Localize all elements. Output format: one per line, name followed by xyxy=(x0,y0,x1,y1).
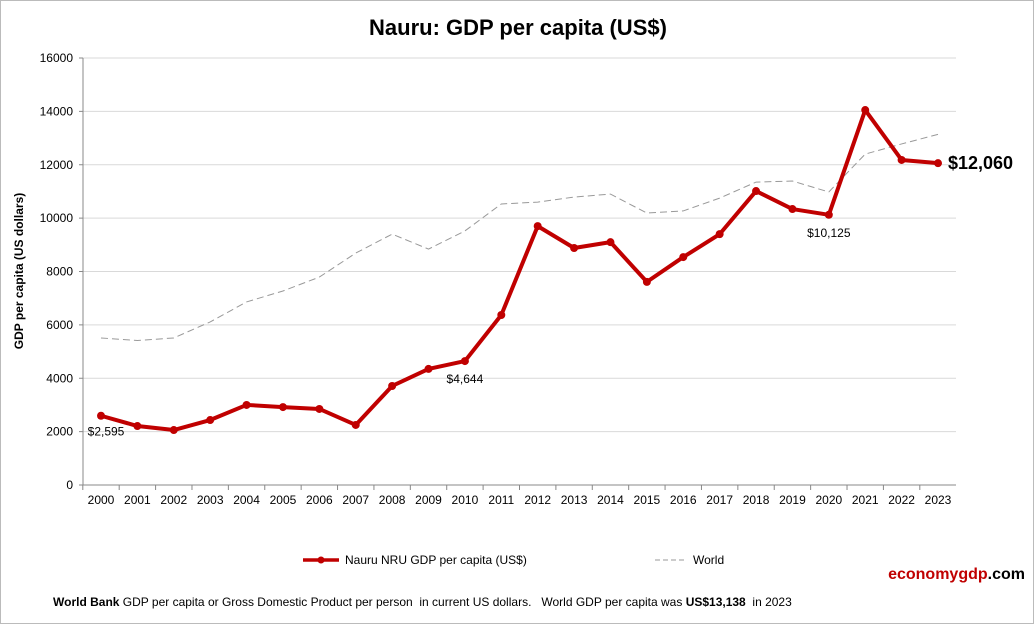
data-point-nauru xyxy=(788,205,797,214)
legend-swatch-world xyxy=(655,559,687,561)
x-tick-label: 2021 xyxy=(852,493,879,507)
y-tick-label: 12000 xyxy=(40,158,74,172)
data-point-nauru xyxy=(497,311,506,320)
data-point-nauru xyxy=(169,426,178,435)
data-point-nauru xyxy=(533,222,542,231)
y-axis-label: GDP per capita (US dollars) xyxy=(12,193,26,350)
footer-note: World Bank GDP per capita or Gross Domes… xyxy=(53,595,792,609)
data-point-nauru xyxy=(934,159,942,168)
data-point-nauru xyxy=(824,210,833,219)
x-tick-label: 2022 xyxy=(888,493,915,507)
x-tick-label: 2001 xyxy=(124,493,151,507)
legend-swatch-nauru xyxy=(303,556,339,564)
x-tick-label: 2012 xyxy=(524,493,551,507)
data-point-nauru xyxy=(715,230,724,239)
y-tick-label: 8000 xyxy=(46,265,73,279)
data-point-nauru xyxy=(133,422,142,431)
data-point-nauru xyxy=(460,357,469,366)
x-tick-label: 2005 xyxy=(270,493,297,507)
brand-part-3: .com xyxy=(987,566,1025,583)
data-point-nauru xyxy=(752,187,761,196)
data-point-nauru xyxy=(679,253,688,262)
data-point-nauru xyxy=(242,400,251,409)
data-point-nauru xyxy=(351,420,360,429)
data-point-nauru xyxy=(570,244,579,253)
x-tick-label: 2009 xyxy=(415,493,442,507)
footer-source: World Bank xyxy=(53,595,120,609)
legend-label-nauru: Nauru NRU GDP per capita (US$) xyxy=(345,553,527,567)
data-point-nauru xyxy=(642,277,651,286)
data-point-nauru xyxy=(315,404,324,413)
chart-title: Nauru: GDP per capita (US$) xyxy=(369,15,667,40)
data-label: $2,595 xyxy=(88,425,125,439)
footer-suffix: in 2023 xyxy=(745,595,792,609)
x-tick-label: 2018 xyxy=(743,493,770,507)
x-tick-label: 2007 xyxy=(342,493,369,507)
data-point-nauru xyxy=(424,364,433,373)
x-tick-label: 2003 xyxy=(197,493,224,507)
data-point-nauru xyxy=(97,411,105,420)
y-tick-label: 0 xyxy=(66,478,73,492)
x-tick-label: 2016 xyxy=(670,493,697,507)
brand-logo: economygdp.com xyxy=(888,566,1025,584)
brand-part-2: gdp xyxy=(958,566,988,583)
x-tick-label: 2006 xyxy=(306,493,333,507)
x-tick-label: 2023 xyxy=(925,493,952,507)
x-tick-label: 2002 xyxy=(160,493,187,507)
brand-part-1: economy xyxy=(888,566,959,583)
data-point-nauru xyxy=(278,403,287,412)
y-tick-label: 14000 xyxy=(40,104,74,118)
x-tick-label: 2015 xyxy=(634,493,661,507)
x-tick-label: 2008 xyxy=(379,493,406,507)
x-tick-label: 2013 xyxy=(561,493,588,507)
data-label: $10,125 xyxy=(807,226,851,240)
series-line-world xyxy=(100,133,939,341)
series-line-nauru xyxy=(100,108,939,433)
x-tick-label: 2010 xyxy=(452,493,479,507)
legend-item-nauru: Nauru NRU GDP per capita (US$) xyxy=(301,553,527,567)
y-tick-label: 2000 xyxy=(46,425,73,439)
data-point-nauru xyxy=(206,416,215,425)
legend-item-world: World xyxy=(653,553,724,567)
data-point-nauru xyxy=(606,238,615,247)
x-tick-label: 2014 xyxy=(597,493,624,507)
data-point-nauru xyxy=(388,381,397,390)
footer-value: US$13,138 xyxy=(685,595,746,609)
x-tick-label: 2000 xyxy=(88,493,115,507)
line-chart: 0 2000 4000 6000 8000 10000 12000 14000 16000 200… xyxy=(12,51,1013,507)
x-tick-label: 2019 xyxy=(779,493,806,507)
legend-label-world: World xyxy=(693,553,725,567)
x-tick-label: 2011 xyxy=(488,493,514,507)
data-point-nauru xyxy=(861,106,870,115)
x-tick-label: 2020 xyxy=(815,493,842,507)
y-tick-label: 16000 xyxy=(40,51,74,65)
data-point-nauru xyxy=(897,155,906,164)
y-tick-label: 6000 xyxy=(46,318,73,332)
x-tick-label: 2017 xyxy=(706,493,733,507)
y-tick-label: 4000 xyxy=(46,371,73,385)
data-label: $4,644 xyxy=(447,372,484,386)
y-tick-label: 10000 xyxy=(40,211,74,225)
data-label: $12,060 xyxy=(948,153,1013,173)
footer-text: GDP per capita or Gross Domestic Product… xyxy=(119,595,686,609)
x-tick-label: 2004 xyxy=(233,493,260,507)
